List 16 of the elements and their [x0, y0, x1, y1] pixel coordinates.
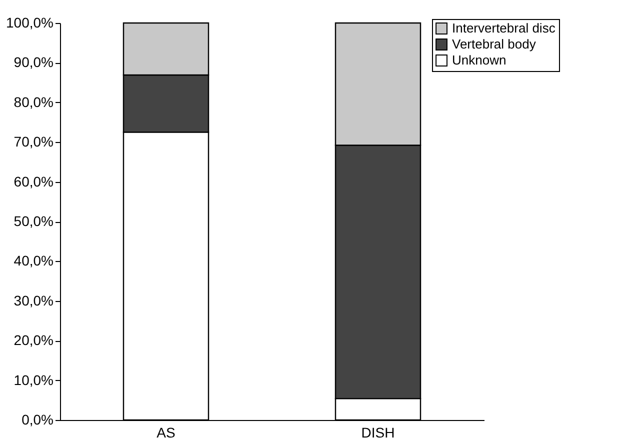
y-tick-label: 20,0%: [14, 332, 54, 348]
legend-label: Unknown: [452, 52, 506, 68]
legend-label: Vertebral body: [452, 36, 536, 52]
x-tick-label: DISH: [361, 424, 395, 440]
y-tick-label: 90,0%: [14, 54, 54, 70]
y-tick-label: 80,0%: [14, 94, 54, 110]
y-tick-label: 70,0%: [14, 134, 54, 150]
y-tick-label: 10,0%: [14, 372, 54, 388]
y-tick-label: 50,0%: [14, 213, 54, 229]
y-tick-label: 40,0%: [14, 252, 54, 269]
y-tick-label: 0,0%: [22, 412, 54, 428]
y-tick-label: 30,0%: [14, 292, 54, 308]
legend-label: Intervertebral disc: [452, 20, 556, 36]
y-tick-label: 100,0%: [6, 14, 54, 30]
y-tick-label: 60,0%: [14, 173, 54, 190]
x-tick-label: AS: [156, 424, 176, 440]
